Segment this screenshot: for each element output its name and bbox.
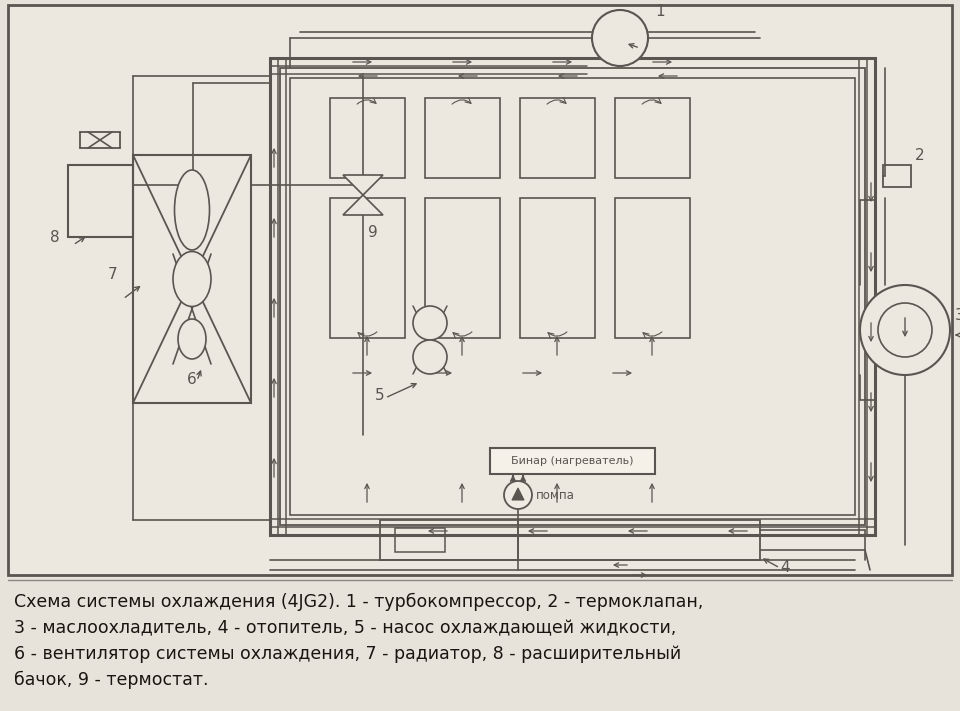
Text: 8: 8 — [50, 230, 60, 245]
Bar — [68, 165, 133, 237]
Bar — [425, 198, 500, 338]
Bar — [520, 198, 595, 338]
Text: помпа: помпа — [536, 489, 575, 502]
Text: 4: 4 — [780, 560, 790, 575]
Polygon shape — [343, 175, 383, 195]
Text: 6: 6 — [187, 372, 197, 387]
Bar — [270, 58, 875, 535]
Bar — [133, 155, 251, 403]
Circle shape — [860, 285, 950, 375]
Bar — [490, 448, 655, 474]
Circle shape — [592, 10, 648, 66]
Bar — [520, 98, 595, 178]
Text: 5: 5 — [375, 388, 385, 403]
Ellipse shape — [173, 252, 211, 306]
Ellipse shape — [175, 170, 209, 250]
Text: 3: 3 — [955, 308, 960, 323]
Bar — [330, 198, 405, 338]
Text: Схема системы охлаждения (4JG2). 1 - турбокомпрессор, 2 - термоклапан,
3 - масло: Схема системы охлаждения (4JG2). 1 - тур… — [14, 593, 704, 689]
Polygon shape — [343, 195, 383, 215]
Text: Бинар (нагреватель): Бинар (нагреватель) — [511, 456, 634, 466]
Bar — [395, 528, 445, 552]
Polygon shape — [512, 488, 524, 500]
Circle shape — [504, 481, 532, 509]
Bar — [290, 78, 855, 515]
Bar — [425, 98, 500, 178]
Ellipse shape — [178, 319, 206, 359]
Circle shape — [413, 340, 447, 374]
Bar — [8, 5, 952, 575]
Bar — [615, 98, 690, 178]
Circle shape — [878, 303, 932, 357]
Bar — [280, 68, 865, 525]
Bar — [615, 198, 690, 338]
Text: 9: 9 — [368, 225, 377, 240]
Bar — [883, 165, 911, 187]
Circle shape — [413, 306, 447, 340]
Text: 7: 7 — [108, 267, 118, 282]
Bar — [380, 520, 760, 560]
Bar — [330, 98, 405, 178]
Text: 1: 1 — [655, 4, 664, 19]
Text: 2: 2 — [915, 148, 924, 163]
